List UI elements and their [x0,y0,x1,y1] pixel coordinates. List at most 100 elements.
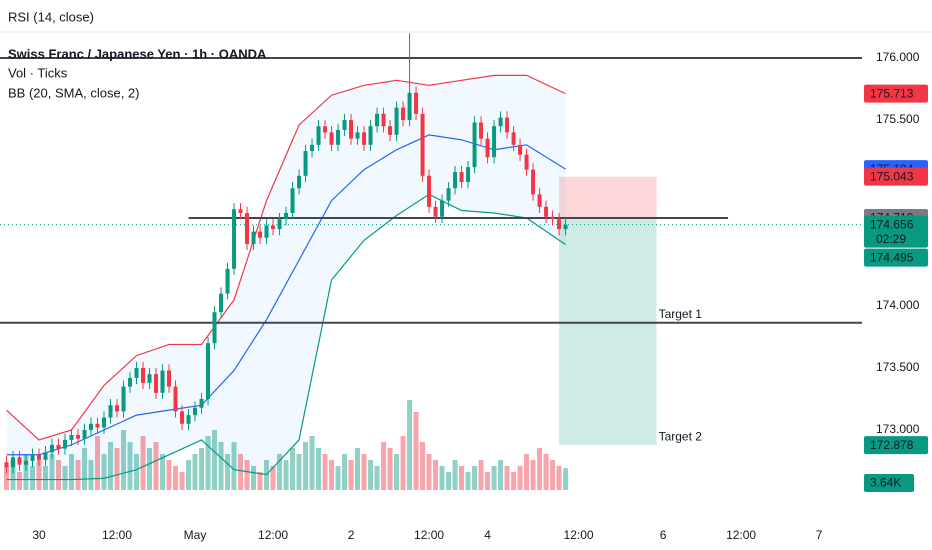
candle-body [505,117,510,133]
x-tick-label: 12:00 [414,528,444,542]
candle-body [180,411,185,424]
band-price-label: 175.713 [870,86,914,100]
volume-bar [452,460,458,490]
candle-body [368,126,373,145]
volume-bar [498,460,504,490]
volume-bar [36,460,42,490]
candle-body [303,151,308,176]
volume-bar [88,460,94,490]
candle-body [147,374,152,383]
volume-bar [43,466,49,490]
candle-body [407,92,412,121]
annotation: Target 2 [659,429,703,443]
volume-bar [329,460,335,490]
volume-bar [199,448,205,490]
candle-body [446,188,451,201]
band-line [6,193,566,481]
candle-body [342,120,347,130]
candle-body [394,107,399,135]
volume-bar [543,454,549,490]
y-tick-label: 176.000 [876,50,920,64]
volume-bar [387,448,393,490]
x-tick-label: 12:00 [726,528,756,542]
volume-bar [270,466,276,490]
volume-bar [348,460,354,490]
volume-bar [413,412,419,490]
volume-bar [517,466,523,490]
volume-bar [114,448,120,490]
volume-bar [342,454,348,490]
countdown-label: 02:29 [876,232,906,246]
band-line [6,74,566,441]
candle-body [128,377,133,387]
volume-bar [459,466,465,490]
x-tick-label: May [184,528,207,542]
volume-bar [101,454,107,490]
candle-body [17,457,22,465]
candle-body [11,457,16,468]
volume-bar [355,448,361,490]
candle-body [440,200,445,217]
candle-body [245,213,250,245]
stop-zone [559,176,657,218]
candle-body [24,460,29,465]
candle-body [349,120,354,139]
volume-bar [244,460,250,490]
target-price-label-box [864,436,928,455]
candle-body [485,138,490,158]
volume-bar [316,448,322,490]
candle-body [459,172,464,183]
volume-bar [491,466,497,490]
volume-bar [173,466,179,490]
volume-bar [10,460,16,490]
candle-body [453,172,458,189]
band-price-label-box [864,84,928,103]
x-tick-label: 7 [816,528,823,542]
candle-body [563,224,568,230]
candle-body [186,415,191,424]
volume-bar [511,472,517,490]
volume-bar [446,472,452,490]
volume-bar [537,448,543,490]
band-line [6,134,566,456]
price-axis: 176.000 175.500 174.000 173.500 173.000 175.7… [864,50,928,492]
volume-bar [530,460,536,490]
volume-bar [426,454,432,490]
candle-body [160,370,165,393]
volume-bar [374,466,380,490]
x-tick-label: 12:00 [564,528,594,542]
volume-bar [121,430,127,490]
volume-bar [394,454,400,490]
candle-body [102,417,107,428]
candle-body [492,126,497,158]
candle-body [355,132,360,139]
volume-bar [556,466,562,490]
volume-bar [322,454,328,490]
volume-bar [134,454,140,490]
candle-body [251,231,256,245]
volume-bar [290,448,296,490]
candle-body [381,113,386,127]
x-tick-label: 2 [348,528,355,542]
volume-bar [23,454,29,490]
y-tick-label: 175.500 [876,112,920,126]
candle-body [167,370,172,387]
volume-bar [17,472,23,490]
current-price-label: 174.656 [870,217,914,231]
candle-body [82,429,87,439]
candle-body [115,405,120,412]
volume-bar [485,472,491,490]
current-price-box [864,215,928,248]
volume-bar [361,454,367,490]
candle-body [134,367,139,378]
candle-body [284,213,289,220]
candle-body [50,444,55,453]
volume-bar [335,466,341,490]
candle-body [193,407,198,416]
candle-body [420,113,425,176]
volume-bar [303,442,309,490]
candle-body [524,154,529,170]
volume-bar [95,436,101,490]
candle-body [498,117,503,127]
candle-body [225,268,230,294]
